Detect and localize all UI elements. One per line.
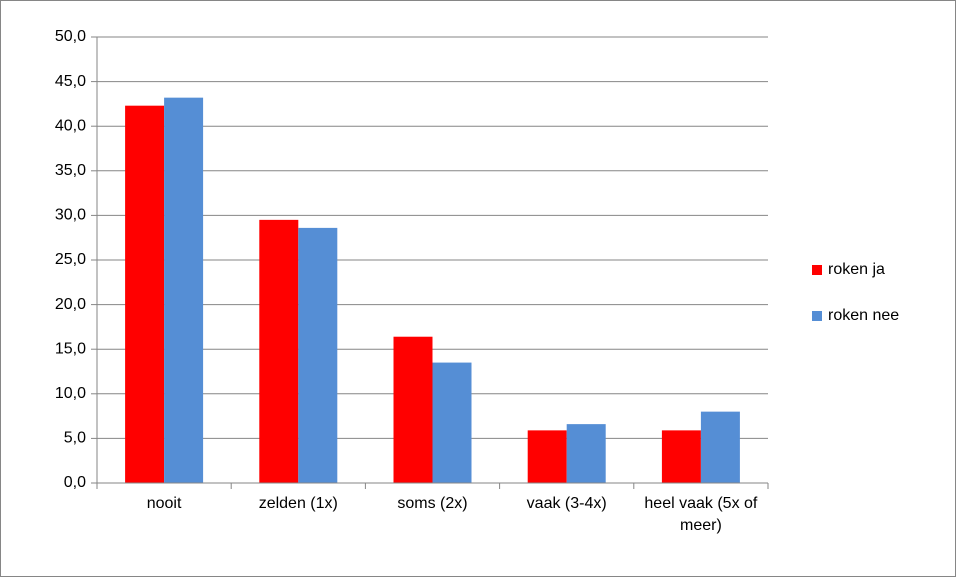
y-tick-label: 0,0: [64, 474, 86, 491]
x-tick-label: soms (2x): [397, 495, 468, 512]
x-tick-label: heel vaak (5x of meer): [644, 495, 758, 534]
legend-label: roken ja: [828, 261, 885, 278]
bar: [125, 105, 165, 484]
y-tick-label: 30,0: [55, 207, 86, 224]
bar: [527, 430, 567, 483]
bar: [298, 227, 338, 483]
bar: [164, 97, 204, 483]
bar: [700, 411, 740, 483]
bar: [393, 336, 433, 483]
y-tick-label: 50,0: [55, 28, 86, 45]
x-tick-label: vaak (3-4x): [526, 495, 607, 512]
legend-swatch: [812, 265, 822, 275]
y-tick-label: 15,0: [55, 340, 86, 357]
x-tick-label: zelden (1x): [258, 495, 338, 512]
bar: [259, 219, 299, 484]
y-tick-label: 40,0: [55, 117, 86, 134]
legend-label: roken nee: [828, 307, 899, 324]
bar: [432, 362, 472, 483]
x-tick-label: nooit: [146, 495, 182, 512]
bar: [566, 424, 606, 483]
y-tick-label: 45,0: [55, 73, 86, 90]
legend-swatch: [812, 311, 822, 321]
y-tick-label: 5,0: [64, 430, 86, 447]
y-tick-label: 25,0: [55, 251, 86, 268]
bar: [661, 430, 701, 483]
y-tick-label: 10,0: [55, 385, 86, 402]
y-tick-label: 35,0: [55, 162, 86, 179]
y-tick-label: 20,0: [55, 296, 86, 313]
